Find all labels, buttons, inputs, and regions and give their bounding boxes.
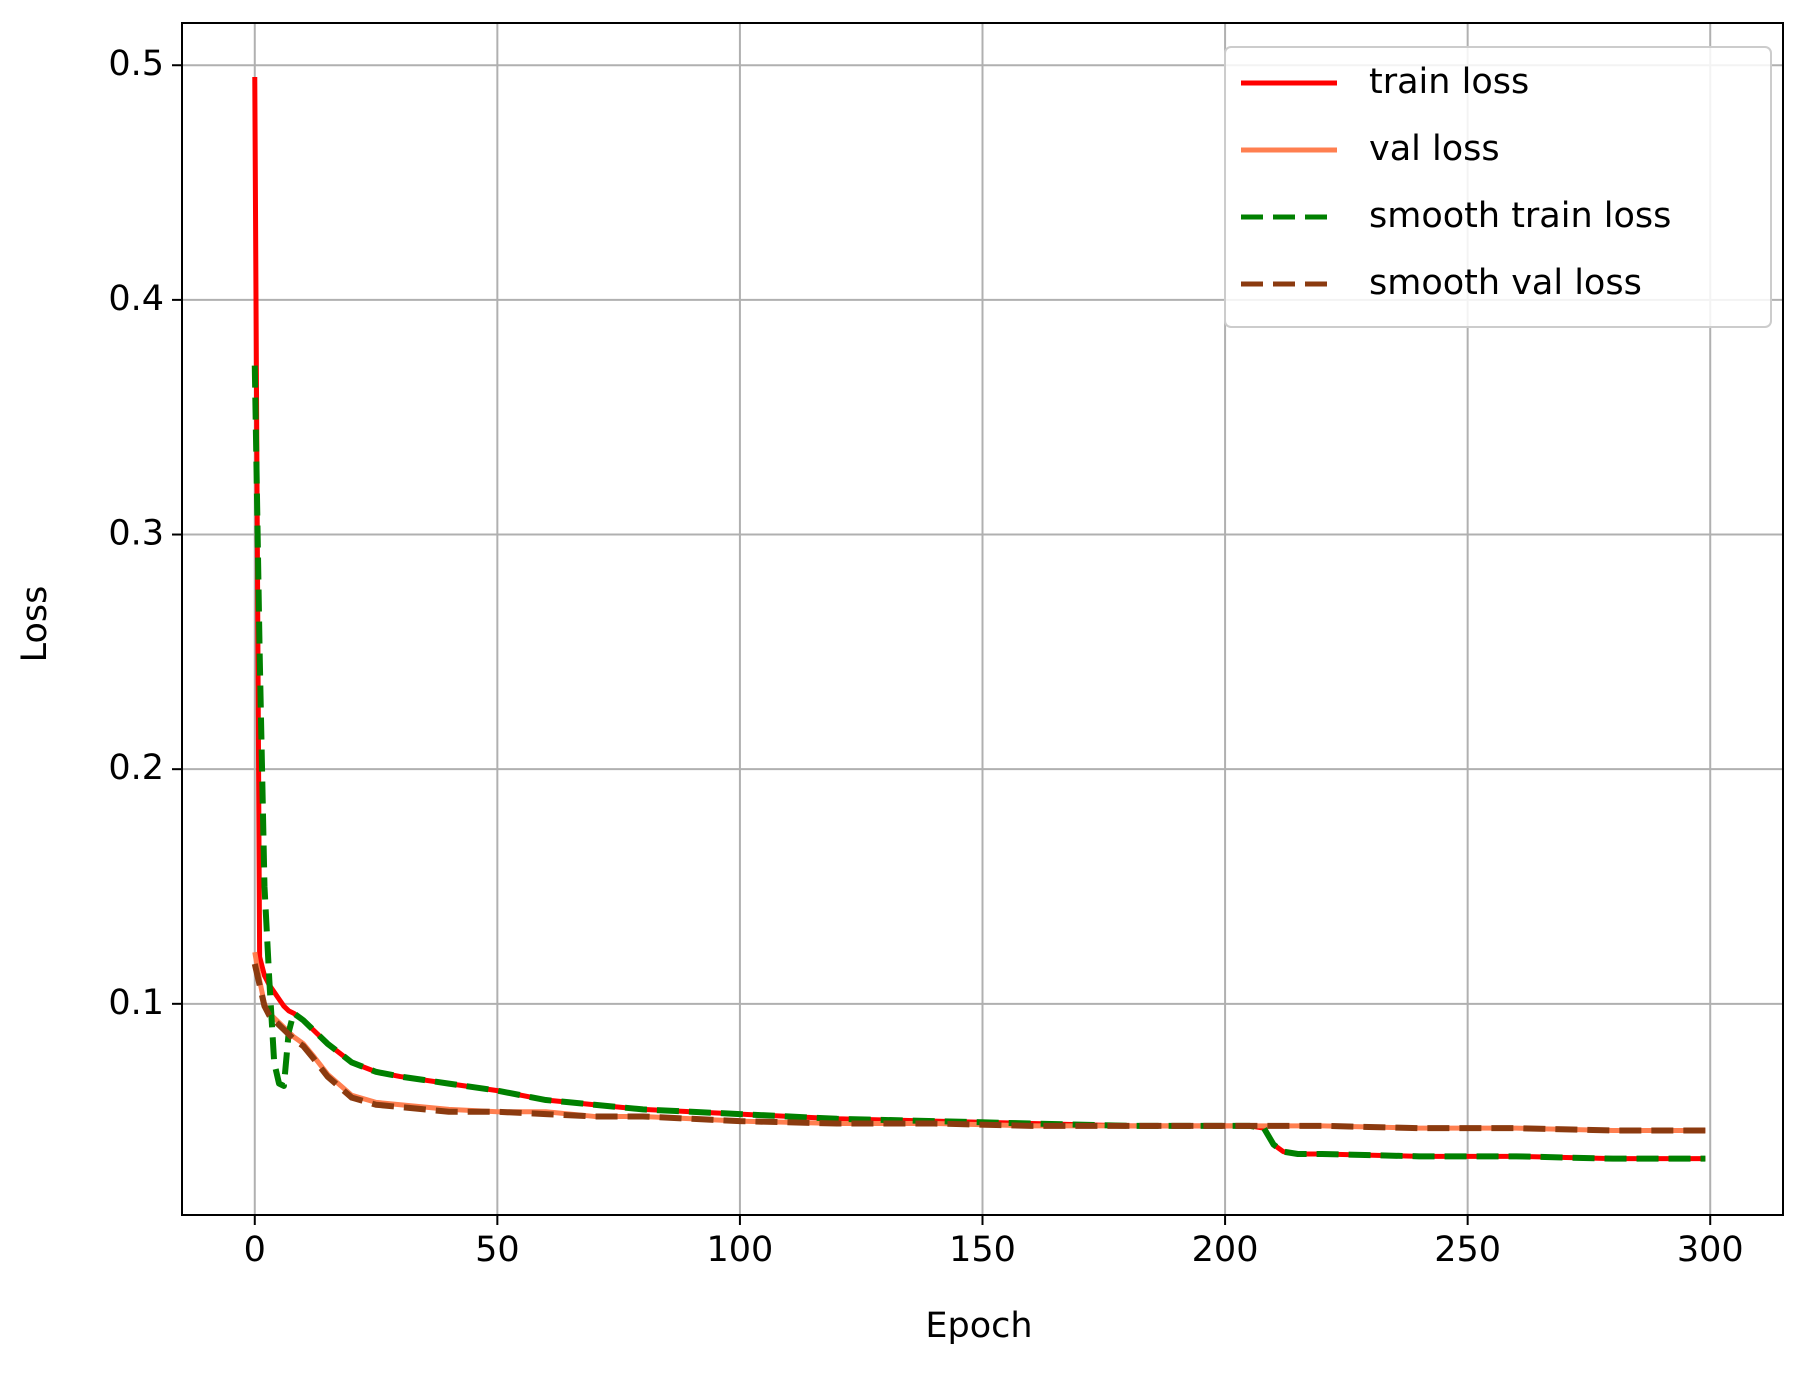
legend-box [1224,46,1772,328]
series-line [251,963,1706,1134]
x-tick-label: 200 [1192,1230,1259,1270]
legend-label: smooth train loss [1369,196,1671,236]
x-tick-label: 300 [1677,1230,1744,1270]
series-line [252,951,1706,1134]
x-tick-label: 50 [475,1230,520,1270]
legend-label: smooth val loss [1369,263,1642,303]
legend-label: val loss [1369,129,1500,169]
y-tick-label: 0.1 [108,983,164,1023]
legend: train loss val loss smooth train loss smoot… [1224,46,1772,328]
series-line [251,365,1706,1162]
legend-label: train loss [1369,62,1529,102]
x-tick-label: 150 [949,1230,1016,1270]
y-tick-label: 0.3 [108,514,164,554]
x-axis-label: Epoch [925,1306,1032,1346]
y-tick-label: 0.4 [108,279,164,319]
y-tick-label: 0.5 [108,44,164,84]
x-tick-label: 100 [707,1230,774,1270]
x-tick-label: 250 [1434,1230,1501,1270]
x-tick-label: 0 [244,1230,266,1270]
plot-frame [181,22,1784,1216]
y-axis-label: Loss [15,586,55,663]
y-tick-label: 0.2 [108,748,164,788]
